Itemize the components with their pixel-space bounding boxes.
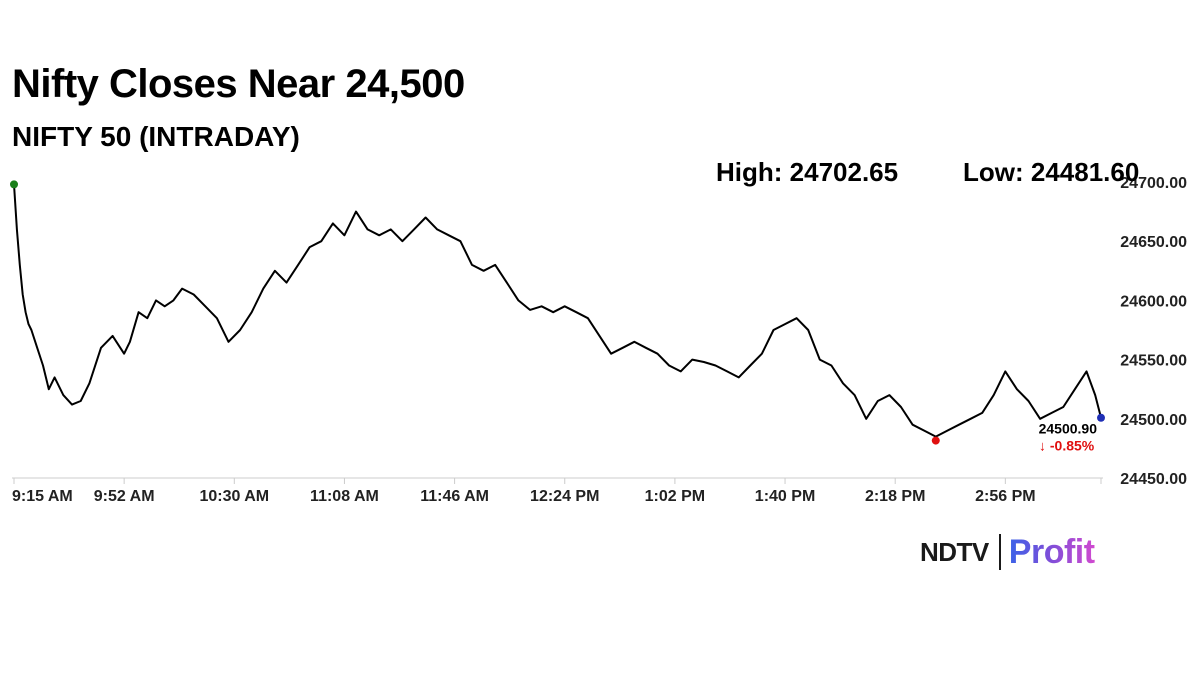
x-tick-label: 2:56 PM: [975, 488, 1035, 505]
close-price-marker: [1097, 413, 1105, 422]
y-tick-label: 24500.00: [1120, 412, 1187, 429]
x-tick-label: 10:30 AM: [199, 488, 269, 505]
y-tick-label: 24550.00: [1120, 353, 1187, 370]
price-line-series: [13, 184, 1102, 438]
low-price-marker: [931, 436, 940, 445]
y-tick-label: 24600.00: [1120, 293, 1187, 310]
y-tick-label: 24700.00: [1120, 175, 1187, 192]
y-tick-label: 24650.00: [1120, 234, 1187, 251]
x-tick-label: 1:02 PM: [645, 488, 705, 505]
y-tick-label: 24450.00: [1120, 471, 1187, 488]
profit-wordmark: Profit: [1008, 532, 1095, 571]
ndtv-profit-logo: NDTV Profit: [920, 530, 1095, 574]
chart-subtitle: NIFTY 50 (INTRADAY): [12, 121, 300, 152]
x-tick-label: 9:15 AM: [12, 488, 73, 505]
x-tick-label: 9:52 AM: [94, 488, 155, 505]
x-tick-label: 12:24 PM: [530, 488, 599, 505]
day-low-label: Low: 24481.60: [963, 157, 1140, 187]
logo-divider: [998, 534, 1001, 570]
y-axis-ticks: 24450.00 24500.00 24550.00 24600.00 24650.00…: [1120, 175, 1187, 488]
chart-title: Nifty Closes Near 24,500: [12, 62, 465, 106]
x-axis-ticks: 9:15 AM 9:52 AM 10:30 AM 11:08 AM 11:46 AM 12…: [12, 478, 1102, 505]
x-tick-label: 11:08 AM: [310, 488, 379, 505]
x-tick-label: 2:18 PM: [865, 488, 925, 505]
x-tick-label: 11:46 AM: [420, 488, 489, 505]
open-price-marker: [10, 180, 18, 189]
x-tick-label: 1:40 PM: [755, 488, 815, 505]
change-percent-label: ↓ -0.85%: [1039, 438, 1095, 454]
ndtv-wordmark: NDTV: [920, 536, 989, 567]
close-price-label: 24500.90: [1039, 421, 1098, 437]
day-high-label: High: 24702.65: [716, 157, 899, 187]
